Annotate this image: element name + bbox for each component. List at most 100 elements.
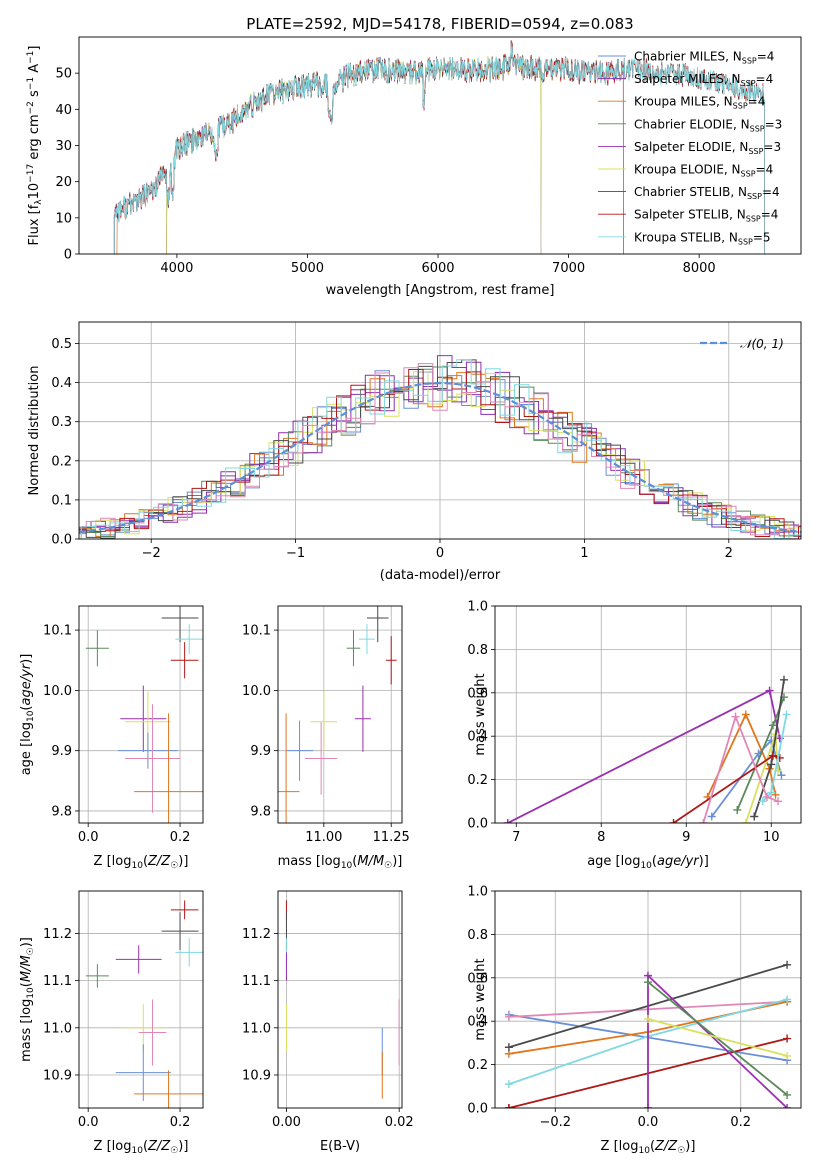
residuals-axes: −2 −1 0 1 2 0.0 0.1 0.2 0.3 0.4 0.5	[51, 322, 801, 561]
age_vs_Z-xtick-label: 0.2	[170, 830, 191, 845]
spectrum-ytick-label: 0	[64, 248, 72, 263]
legend-label: Salpeter ELODIE, NSSP=3	[634, 140, 781, 156]
spectrum-xtick-label: 6000	[421, 261, 454, 276]
weight_vs_age-marker	[780, 675, 788, 684]
weight_vs_Z-axes: −0.2 0.0 0.2 0.0 0.2 0.4 0.6 0.8 1.0	[467, 885, 801, 1130]
legend-label: Kroupa STELIB, NSSP=5	[634, 230, 771, 246]
residuals-ytick-label: 0.3	[51, 415, 72, 430]
weight_vs_age-marker	[768, 751, 777, 760]
weight_vs_age-ytick-label: 0.6	[467, 686, 488, 701]
mass_vs_Z-point	[85, 964, 109, 988]
weight_vs_Z-ylabel: mass weight	[473, 958, 488, 1040]
residual-gaussian	[79, 381, 801, 534]
residuals-ytick-label: 0.4	[51, 376, 72, 391]
weight_vs_age-xtick-label: 7	[512, 830, 520, 845]
weight_vs_Z-marker	[783, 1034, 792, 1043]
age_vs_mass-point	[385, 636, 397, 685]
age_vs_Z-point	[175, 624, 203, 655]
weight_vs_Z-frame	[494, 890, 802, 1109]
mass_vs_Z-xtick-label: 0.0	[78, 1115, 99, 1130]
spectrum-ytick-label: 10	[55, 211, 72, 226]
weight_vs_age-marker	[774, 797, 783, 806]
residuals-xtick-label: 1	[580, 546, 588, 561]
age_vs_Z-axes: 0.0 0.2 9.8 9.9 10.0 10.1	[43, 606, 203, 845]
mass_vs_ebv-ytick-label: 11.2	[242, 927, 271, 942]
weight_vs_age-marker	[775, 753, 784, 762]
weight_vs_Z-marker	[783, 995, 792, 1004]
spectrum-series-kroupa-miles	[116, 43, 624, 254]
legend-label: Salpeter STELIB, NSSP=4	[634, 208, 778, 224]
residuals-xlabel: (data-model)/error	[380, 568, 501, 583]
age_vs_mass-ytick-label: 9.9	[250, 744, 271, 759]
age_vs_mass-xtick-label: 11.25	[373, 830, 410, 845]
spectrum-xtick-label: 7000	[552, 261, 585, 276]
weight_vs_age-frame	[494, 605, 802, 824]
spectrum-ytick-label: 40	[55, 103, 72, 118]
spectrum-ytick-label: 20	[55, 175, 72, 190]
age_vs_mass-frame	[277, 605, 403, 824]
spectrum-xtick-label: 4000	[160, 261, 193, 276]
weight_vs_Z-xtick-label: −0.2	[539, 1115, 571, 1130]
weight_vs_age-xtick-label: 10	[763, 830, 780, 845]
weight_vs_Z-series-line	[647, 1018, 788, 1057]
legend-label: Kroupa ELODIE, NSSP=4	[634, 163, 773, 179]
weight_vs_Z-marker	[644, 1104, 652, 1108]
residual-legend-label: 𝒩(0, 1)	[740, 337, 784, 351]
mass_vs_Z-point	[161, 912, 199, 950]
weight_vs_Z-series	[644, 978, 792, 1099]
weight_vs_Z-xlabel: Z [log10(Z/Z☉)]	[601, 1139, 696, 1156]
weight_vs_age-ytick-label: 0.8	[467, 643, 488, 658]
age_vs_mass-xtick-label: 11.00	[305, 830, 342, 845]
age_vs_mass-ytick-label: 10.0	[242, 684, 271, 699]
mass_vs_Z-xtick-label: 0.2	[170, 1115, 191, 1130]
weight_vs_age-series	[699, 712, 783, 823]
weight_vs_Z-ytick-label: 0.6	[467, 971, 488, 986]
weight_vs_age-marker	[741, 710, 750, 719]
residuals-xtick-label: 0	[436, 546, 444, 561]
spectrum-frame	[78, 36, 802, 255]
mass_vs_ebv-xtick-label: 0.00	[272, 1115, 301, 1130]
weight_vs_age-marker	[771, 790, 780, 799]
weight_vs_age-series-line	[702, 713, 779, 823]
age_vs_Z-ylabel: age [log10(age/yr)]	[19, 654, 36, 776]
weight_vs_Z-ytick-label: 1.0	[467, 885, 488, 900]
weight_vs_Z-ytick-label: 0.2	[467, 1058, 488, 1073]
age_vs_mass-point	[286, 720, 314, 781]
age_vs_Z-point	[124, 704, 181, 813]
weight_vs_Z-series-line	[647, 981, 788, 1096]
age_vs_mass-point	[310, 691, 338, 752]
mass_vs_Z-axes: 0.0 0.2 10.9 11.0 11.1 11.2	[43, 891, 203, 1130]
age_vs_mass-point	[278, 713, 300, 823]
mass_vs_Z-point	[170, 900, 199, 920]
mass_vs_ebv-xtick-label: 0.02	[385, 1115, 414, 1130]
weight_vs_age-ytick-label: 0.0	[467, 817, 488, 832]
residual-hist-salpeter-elodie	[79, 355, 801, 538]
weight_vs_Z-marker	[644, 1015, 652, 1024]
spectrum-ylabel: Flux [fλ10−17 erg cm−2 s−1 A−1]	[26, 46, 44, 246]
weight_vs_age-marker	[750, 812, 759, 821]
mass_vs_Z-ytick-label: 11.0	[43, 1021, 72, 1036]
spectrum-xtick-label: 8000	[683, 261, 716, 276]
age_vs_mass-ytick-label: 10.1	[242, 624, 271, 639]
weight_vs_age-marker	[765, 686, 774, 695]
age_vs_Z-point	[118, 732, 178, 769]
weight_vs_age-marker	[669, 819, 678, 823]
weight_vs_Z-ytick-label: 0.8	[467, 928, 488, 943]
weight_vs_age-marker	[733, 805, 742, 814]
residuals-frame	[78, 321, 802, 540]
weight_vs_age-marker	[777, 771, 786, 780]
residuals-xtick-label: 2	[725, 546, 733, 561]
weight_vs_age-marker	[758, 797, 767, 806]
mass_vs_Z-ylabel: mass [log10(M/M☉)]	[19, 937, 36, 1062]
weight_vs_age-ytick-label: 0.2	[467, 773, 488, 788]
weight_vs_age-series-line	[507, 689, 781, 823]
residual-hist-pink	[79, 363, 801, 536]
weight_vs_age-series	[758, 710, 791, 806]
mass_vs_ebv-axes: 0.00 0.02 10.9 11.0 11.1 11.2	[242, 891, 414, 1130]
legend-label: Chabrier ELODIE, NSSP=3	[634, 117, 782, 133]
age_vs_Z-frame	[78, 605, 204, 824]
age_vs_Z-ytick-label: 10.0	[43, 684, 72, 699]
weight_vs_age-series	[503, 686, 784, 823]
weight_vs_age-marker	[699, 819, 708, 823]
residual-hist-chabrier-elodie	[79, 366, 801, 537]
